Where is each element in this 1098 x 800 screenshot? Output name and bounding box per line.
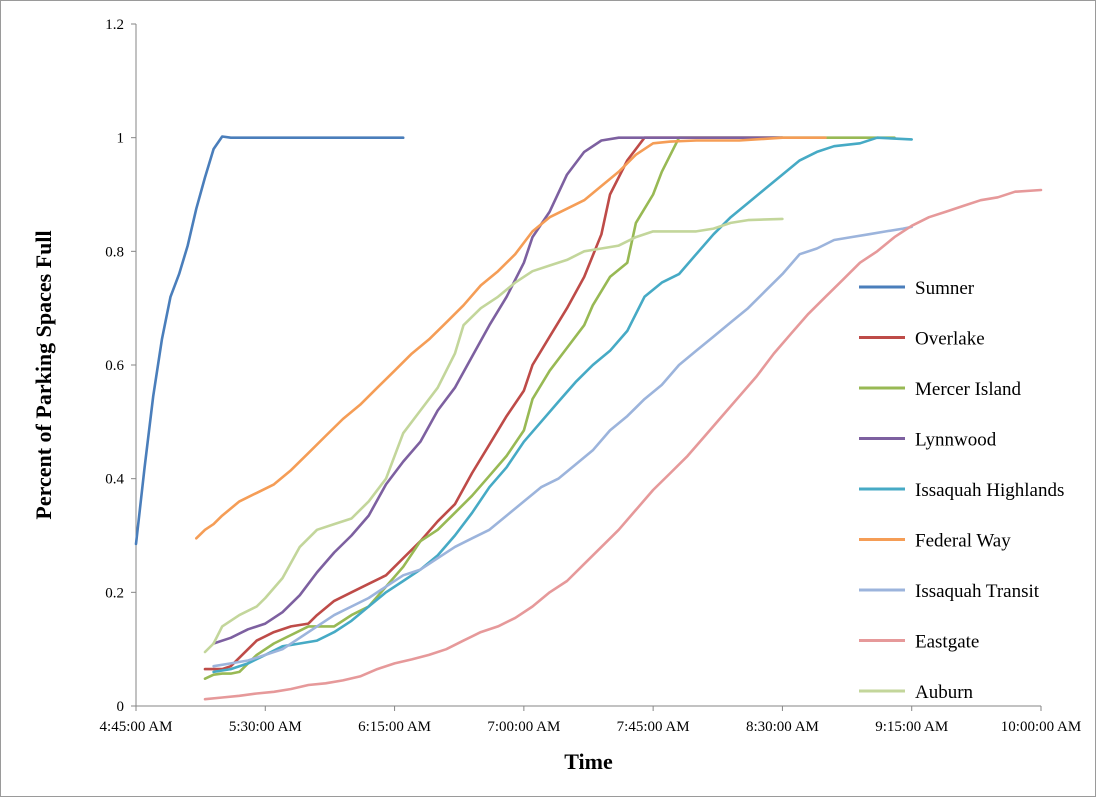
y-tick-label: 0.8 [105,244,124,260]
y-axis-title: Percent of Parking Spaces Full [31,230,56,519]
series-line-issaquah-transit [212,225,913,668]
series-lines [134,135,1043,701]
series-line-lynnwood [212,136,784,645]
legend: Sumner Overlake Mercer Island Lynnwood Issaq… [859,278,1064,703]
legend-label-issaquah-transit: Issaquah Transit [915,581,1040,602]
legend-label-sumner: Sumner [915,278,975,299]
legend-label-overlake: Overlake [915,329,985,350]
axes [135,24,1041,707]
x-tick-label: 10:00:00 AM [1001,719,1081,735]
legend-label-federal-way: Federal Way [915,531,1011,552]
series-line-sumner [134,135,405,546]
x-tick-label: 5:30:00 AM [229,719,302,735]
series-line-mercer-island [203,136,896,680]
y-tick-label: 0 [117,699,125,715]
y-tick-label: 0.6 [105,358,124,374]
x-tick-label: 8:30:00 AM [746,719,819,735]
x-tick-label: 9:15:00 AM [875,719,948,735]
y-tick-label: 1 [117,131,125,147]
series-line-eastgate [203,188,1043,701]
x-tick-label: 6:15:00 AM [358,719,431,735]
series-line-federal-way [195,136,827,540]
y-tick-labels: 0 0.2 0.4 0.6 0.8 1 1.2 [105,17,136,715]
legend-label-issaquah-highlands: Issaquah Highlands [915,480,1064,501]
legend-label-lynnwood: Lynnwood [915,430,997,451]
series-line-overlake [203,136,784,671]
x-axis-title: Time [564,749,613,774]
series-line-issaquah-highlands [212,136,913,674]
x-tick-label: 4:45:00 AM [100,719,173,735]
series-line-auburn [203,217,784,654]
y-tick-label: 0.2 [105,585,124,601]
x-tick-label: 7:00:00 AM [487,719,560,735]
x-tick-labels: 4:45:00 AM 5:30:00 AM 6:15:00 AM 7:00:00 AM… [100,706,1081,735]
legend-label-mercer-island: Mercer Island [915,379,1022,400]
y-tick-label: 0.4 [105,472,124,488]
legend-label-auburn: Auburn [915,682,974,703]
y-tick-label: 1.2 [105,17,124,33]
x-tick-label: 7:45:00 AM [617,719,690,735]
legend-label-eastgate: Eastgate [915,632,979,653]
